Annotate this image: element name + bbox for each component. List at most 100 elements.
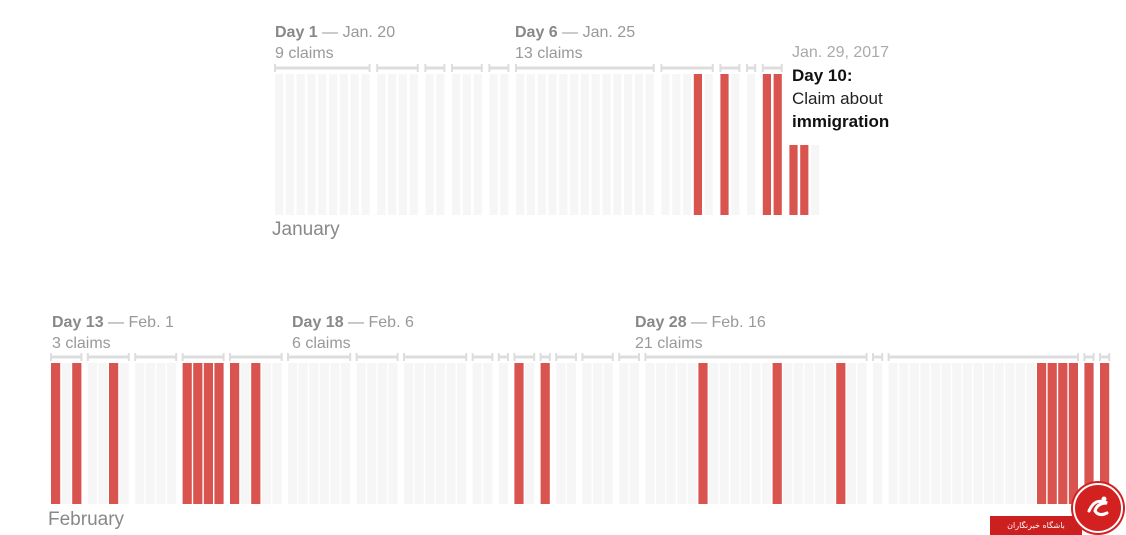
empty-slot	[811, 145, 820, 215]
empty-slot	[462, 74, 471, 215]
empty-slot	[899, 363, 909, 504]
empty-slot	[593, 363, 603, 504]
empty-slot	[500, 74, 509, 215]
claim-bar	[214, 363, 224, 504]
empty-slot	[350, 74, 359, 215]
empty-slot	[388, 74, 397, 215]
empty-slot	[747, 74, 756, 215]
month-label-january: January	[272, 219, 340, 240]
empty-slot	[483, 363, 493, 504]
empty-slot	[559, 74, 568, 215]
empty-slot	[704, 74, 713, 215]
claim-bar	[51, 363, 61, 504]
claim-bar	[698, 363, 708, 504]
empty-slot	[931, 363, 941, 504]
empty-slot	[330, 363, 340, 504]
claim-bar	[789, 145, 798, 215]
empty-slot	[446, 363, 456, 504]
empty-slot	[909, 363, 919, 504]
claim-bar	[230, 363, 240, 504]
claim-bar	[1047, 363, 1057, 504]
day-date: Feb. 16	[711, 314, 766, 331]
day-date: Jan. 25	[582, 24, 636, 41]
empty-slot	[329, 74, 338, 215]
empty-slot	[920, 363, 930, 504]
empty-slot	[388, 363, 398, 504]
dash: —	[108, 314, 125, 331]
empty-slot	[398, 74, 407, 215]
empty-slot	[285, 74, 294, 215]
empty-slot	[377, 74, 386, 215]
empty-slot	[656, 363, 666, 504]
claim-bar	[540, 363, 550, 504]
empty-slot	[793, 363, 803, 504]
empty-slot	[298, 363, 308, 504]
claim-bar	[720, 74, 729, 215]
empty-slot	[994, 363, 1004, 504]
empty-slot	[570, 74, 579, 215]
day-number: Day 1	[275, 24, 318, 41]
empty-slot	[452, 74, 461, 215]
empty-slot	[275, 74, 284, 215]
day-number: Day 6	[515, 24, 558, 41]
empty-slot	[941, 363, 951, 504]
dash: —	[562, 24, 579, 41]
empty-slot	[367, 363, 377, 504]
empty-slot	[98, 363, 108, 504]
empty-slot	[361, 74, 370, 215]
empty-slot	[873, 363, 883, 504]
empty-slot	[751, 363, 761, 504]
empty-slot	[548, 74, 557, 215]
empty-slot	[1015, 363, 1025, 504]
day-number: Day 28	[635, 314, 687, 331]
empty-slot	[672, 74, 681, 215]
claim-bar	[182, 363, 192, 504]
empty-slot	[409, 74, 418, 215]
empty-slot	[825, 363, 835, 504]
empty-slot	[645, 74, 654, 215]
empty-slot	[526, 74, 535, 215]
claim-bar	[800, 145, 809, 215]
empty-slot	[87, 363, 97, 504]
empty-slot	[613, 74, 622, 215]
day-date: Feb. 6	[368, 314, 414, 331]
empty-slot	[661, 74, 670, 215]
empty-slot	[414, 363, 424, 504]
empty-slot	[309, 363, 319, 504]
day-date: Feb. 1	[128, 314, 174, 331]
claim-bar	[203, 363, 213, 504]
empty-slot	[603, 363, 613, 504]
month-label-february: February	[48, 509, 125, 530]
empty-slot	[783, 363, 793, 504]
empty-slot	[435, 363, 445, 504]
empty-slot	[1026, 363, 1036, 504]
claim-bar	[251, 363, 261, 504]
empty-slot	[888, 363, 898, 504]
claim-bar	[1084, 363, 1094, 504]
empty-slot	[537, 74, 546, 215]
empty-slot	[804, 363, 814, 504]
empty-slot	[61, 363, 71, 504]
day-date: Jan. 20	[342, 24, 396, 41]
empty-slot	[425, 363, 435, 504]
empty-slot	[677, 363, 687, 504]
dash: —	[348, 314, 365, 331]
empty-slot	[666, 363, 676, 504]
claim-bar	[762, 74, 771, 215]
claim-bar	[1068, 363, 1078, 504]
empty-slot	[846, 363, 856, 504]
claim-bar	[836, 363, 846, 504]
empty-slot	[709, 363, 719, 504]
claims-count-day-6: 13 claims	[515, 45, 583, 62]
empty-slot	[156, 363, 166, 504]
empty-slot	[516, 74, 525, 215]
label-day-1: Day 1 — Jan. 20	[275, 24, 395, 42]
empty-slot	[629, 363, 639, 504]
empty-slot	[815, 363, 825, 504]
empty-slot	[857, 363, 867, 504]
empty-slot	[740, 363, 750, 504]
empty-slot	[566, 363, 576, 504]
empty-slot	[973, 363, 983, 504]
label-day-13: Day 13 — Feb. 1	[52, 314, 174, 332]
claim-bar	[772, 363, 782, 504]
